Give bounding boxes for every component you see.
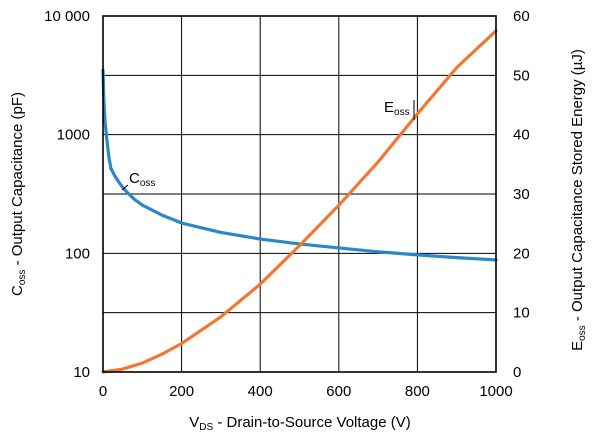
eoss-curve [101,29,498,374]
coss-annotation: Coss [129,170,155,189]
grid-lines [102,15,497,373]
y-left-tick-label: 10 000 [44,8,90,25]
coss-curve [101,68,498,262]
x-axis-label: VDS - Drain-to-Source Voltage (V) [189,414,411,433]
y-right-tick-label: 20 [513,245,530,262]
y-right-tick-label: 30 [513,186,530,203]
curves [101,29,498,374]
y-left-tick-label: 1000 [57,127,90,144]
y-left-axis-label: Coss - Output Capacitance (pF) [9,92,28,296]
y-right-tick-label: 50 [513,67,530,84]
y-right-tick-labels: 0 10 20 30 40 50 60 [513,8,530,381]
x-tick-label: 400 [248,383,273,400]
y-right-axis-label: Eoss - Output Capacitance Stored Energy … [569,49,588,351]
coss-leader-line [121,184,129,191]
x-tick-label: 0 [99,383,107,400]
x-tick-labels: 0 200 400 600 800 1000 [99,383,513,400]
x-tick-label: 800 [405,383,430,400]
y-right-tick-label: 0 [513,364,521,381]
y-right-tick-label: 40 [513,127,530,144]
y-left-tick-label: 10 [73,364,90,381]
x-tick-label: 600 [326,383,351,400]
y-right-tick-label: 60 [513,8,530,25]
y-left-tick-labels: 10 100 1000 10 000 [44,8,90,381]
y-right-tick-label: 10 [513,305,530,322]
x-tick-label: 1000 [479,383,512,400]
plot-frame [102,15,497,373]
x-tick-label: 200 [169,383,194,400]
y-left-tick-label: 100 [65,245,90,262]
eoss-annotation: Eoss [384,99,410,118]
